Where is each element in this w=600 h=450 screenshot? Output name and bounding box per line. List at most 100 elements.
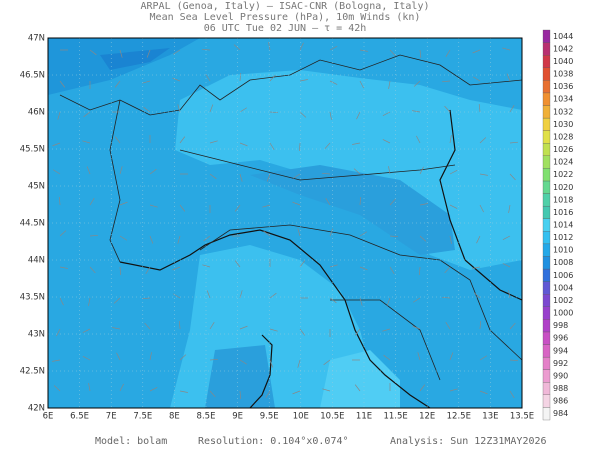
wind-barb xyxy=(269,74,276,82)
wind-barb xyxy=(202,264,211,268)
colorbar-swatch xyxy=(542,80,551,94)
wind-barb xyxy=(359,266,368,271)
colorbar-label: 1036 xyxy=(553,82,573,91)
wind-barb xyxy=(299,111,307,118)
wind-barb xyxy=(209,358,219,361)
wind-barb xyxy=(479,320,482,330)
wind-barb xyxy=(445,49,451,58)
wind-barb xyxy=(297,228,301,237)
wind-barb xyxy=(472,266,481,269)
colorbar-label: 996 xyxy=(553,334,568,343)
wind-barb xyxy=(382,139,391,144)
wind-barb xyxy=(262,204,271,208)
wind-barb xyxy=(329,228,334,237)
wind-barb xyxy=(116,352,121,361)
wind-barb xyxy=(53,169,61,175)
wind-barb xyxy=(239,142,248,147)
lon-label: 13.5E xyxy=(510,412,534,422)
colorbar-swatch xyxy=(542,168,551,182)
wind-barb xyxy=(145,266,151,274)
wind-barb xyxy=(445,322,451,330)
wind-barb xyxy=(509,141,518,144)
wind-barb xyxy=(388,166,391,175)
wind-barb xyxy=(356,111,361,120)
wind-barb xyxy=(119,166,123,175)
wind-barb xyxy=(449,204,458,209)
wind-barb xyxy=(209,104,214,113)
wind-barb xyxy=(269,328,278,332)
lon-label: 10.5E xyxy=(320,412,344,422)
colorbar-swatch xyxy=(542,205,551,219)
wind-barb xyxy=(502,235,511,240)
wind-barb xyxy=(172,77,181,82)
wind-barb xyxy=(179,136,186,144)
wind-barb xyxy=(119,235,127,241)
wind-barb xyxy=(359,80,364,89)
wind-barb xyxy=(179,354,187,361)
wind-barb xyxy=(476,235,481,244)
wind-barb xyxy=(58,196,61,206)
colorbar-swatch xyxy=(542,319,551,333)
wind-barb xyxy=(502,47,511,51)
colorbar-label: 1010 xyxy=(553,246,573,255)
wind-barb xyxy=(82,140,91,144)
colorbar-swatch xyxy=(542,243,551,257)
colorbar-label: 1022 xyxy=(553,170,573,179)
lon-labels: 6E 6.5E 7E 7.5E 8E 8.5E 9E 9.5E 10E 10.5E 11E 11.5E… xyxy=(43,412,535,422)
colorbar-label: 1024 xyxy=(553,158,573,167)
wind-barb xyxy=(449,170,458,175)
wind-barb xyxy=(269,292,277,299)
wind-barb xyxy=(382,111,391,116)
wind-barb xyxy=(89,49,97,56)
wind-barb xyxy=(177,104,181,113)
graticule xyxy=(48,38,522,408)
colorbar-swatch xyxy=(542,382,551,395)
map-frame xyxy=(47,37,523,409)
lon-label: 9E xyxy=(232,412,243,422)
colorbar-label: 1032 xyxy=(553,107,573,116)
wind-barb xyxy=(269,142,275,150)
colorbar-swatch xyxy=(542,294,551,307)
lat-label: 47N xyxy=(28,34,45,44)
wind-barb xyxy=(389,49,396,57)
lon-label: 10E xyxy=(293,412,309,422)
pressure-field xyxy=(250,165,455,255)
wind-barb xyxy=(112,327,121,330)
wind-barb xyxy=(179,204,186,212)
wind-barb xyxy=(419,203,428,206)
wind-barb xyxy=(298,142,301,152)
wind-barb xyxy=(292,201,301,206)
wind-barb xyxy=(502,263,511,268)
colorbar-label: 1040 xyxy=(553,57,573,66)
wind-barb xyxy=(508,290,511,299)
wind-barb xyxy=(119,49,123,58)
wind-barb xyxy=(509,359,519,362)
wind-barb xyxy=(205,74,211,82)
wind-barb xyxy=(412,325,421,330)
wind-barb xyxy=(444,105,451,113)
colorbar-label: 1038 xyxy=(553,70,573,79)
wind-barb xyxy=(479,173,488,176)
colorbar-swatch xyxy=(542,407,551,421)
colorbar-swatch xyxy=(542,331,551,345)
lon-label: 11E xyxy=(356,412,372,422)
wind-barb xyxy=(479,390,488,395)
wind-barb xyxy=(89,266,96,274)
wind-barb xyxy=(239,359,247,365)
wind-barb xyxy=(325,198,331,206)
wind-barb xyxy=(239,72,242,82)
wind-barb xyxy=(442,80,451,83)
wind-barb xyxy=(329,264,338,268)
colorbar-label: 1002 xyxy=(553,296,573,305)
wind-barb xyxy=(149,168,157,175)
footer-resolution: Resolution: 0.104°x0.074° xyxy=(198,436,349,447)
wind-barb xyxy=(269,111,279,114)
wind-barb xyxy=(353,168,361,175)
wind-barb xyxy=(86,166,91,175)
colorbar-label: 988 xyxy=(553,384,568,393)
wind-barb xyxy=(89,198,95,206)
colorbar-swatch xyxy=(542,29,551,43)
lat-label: 43N xyxy=(28,330,45,340)
colorbar-label: 1004 xyxy=(553,283,573,292)
